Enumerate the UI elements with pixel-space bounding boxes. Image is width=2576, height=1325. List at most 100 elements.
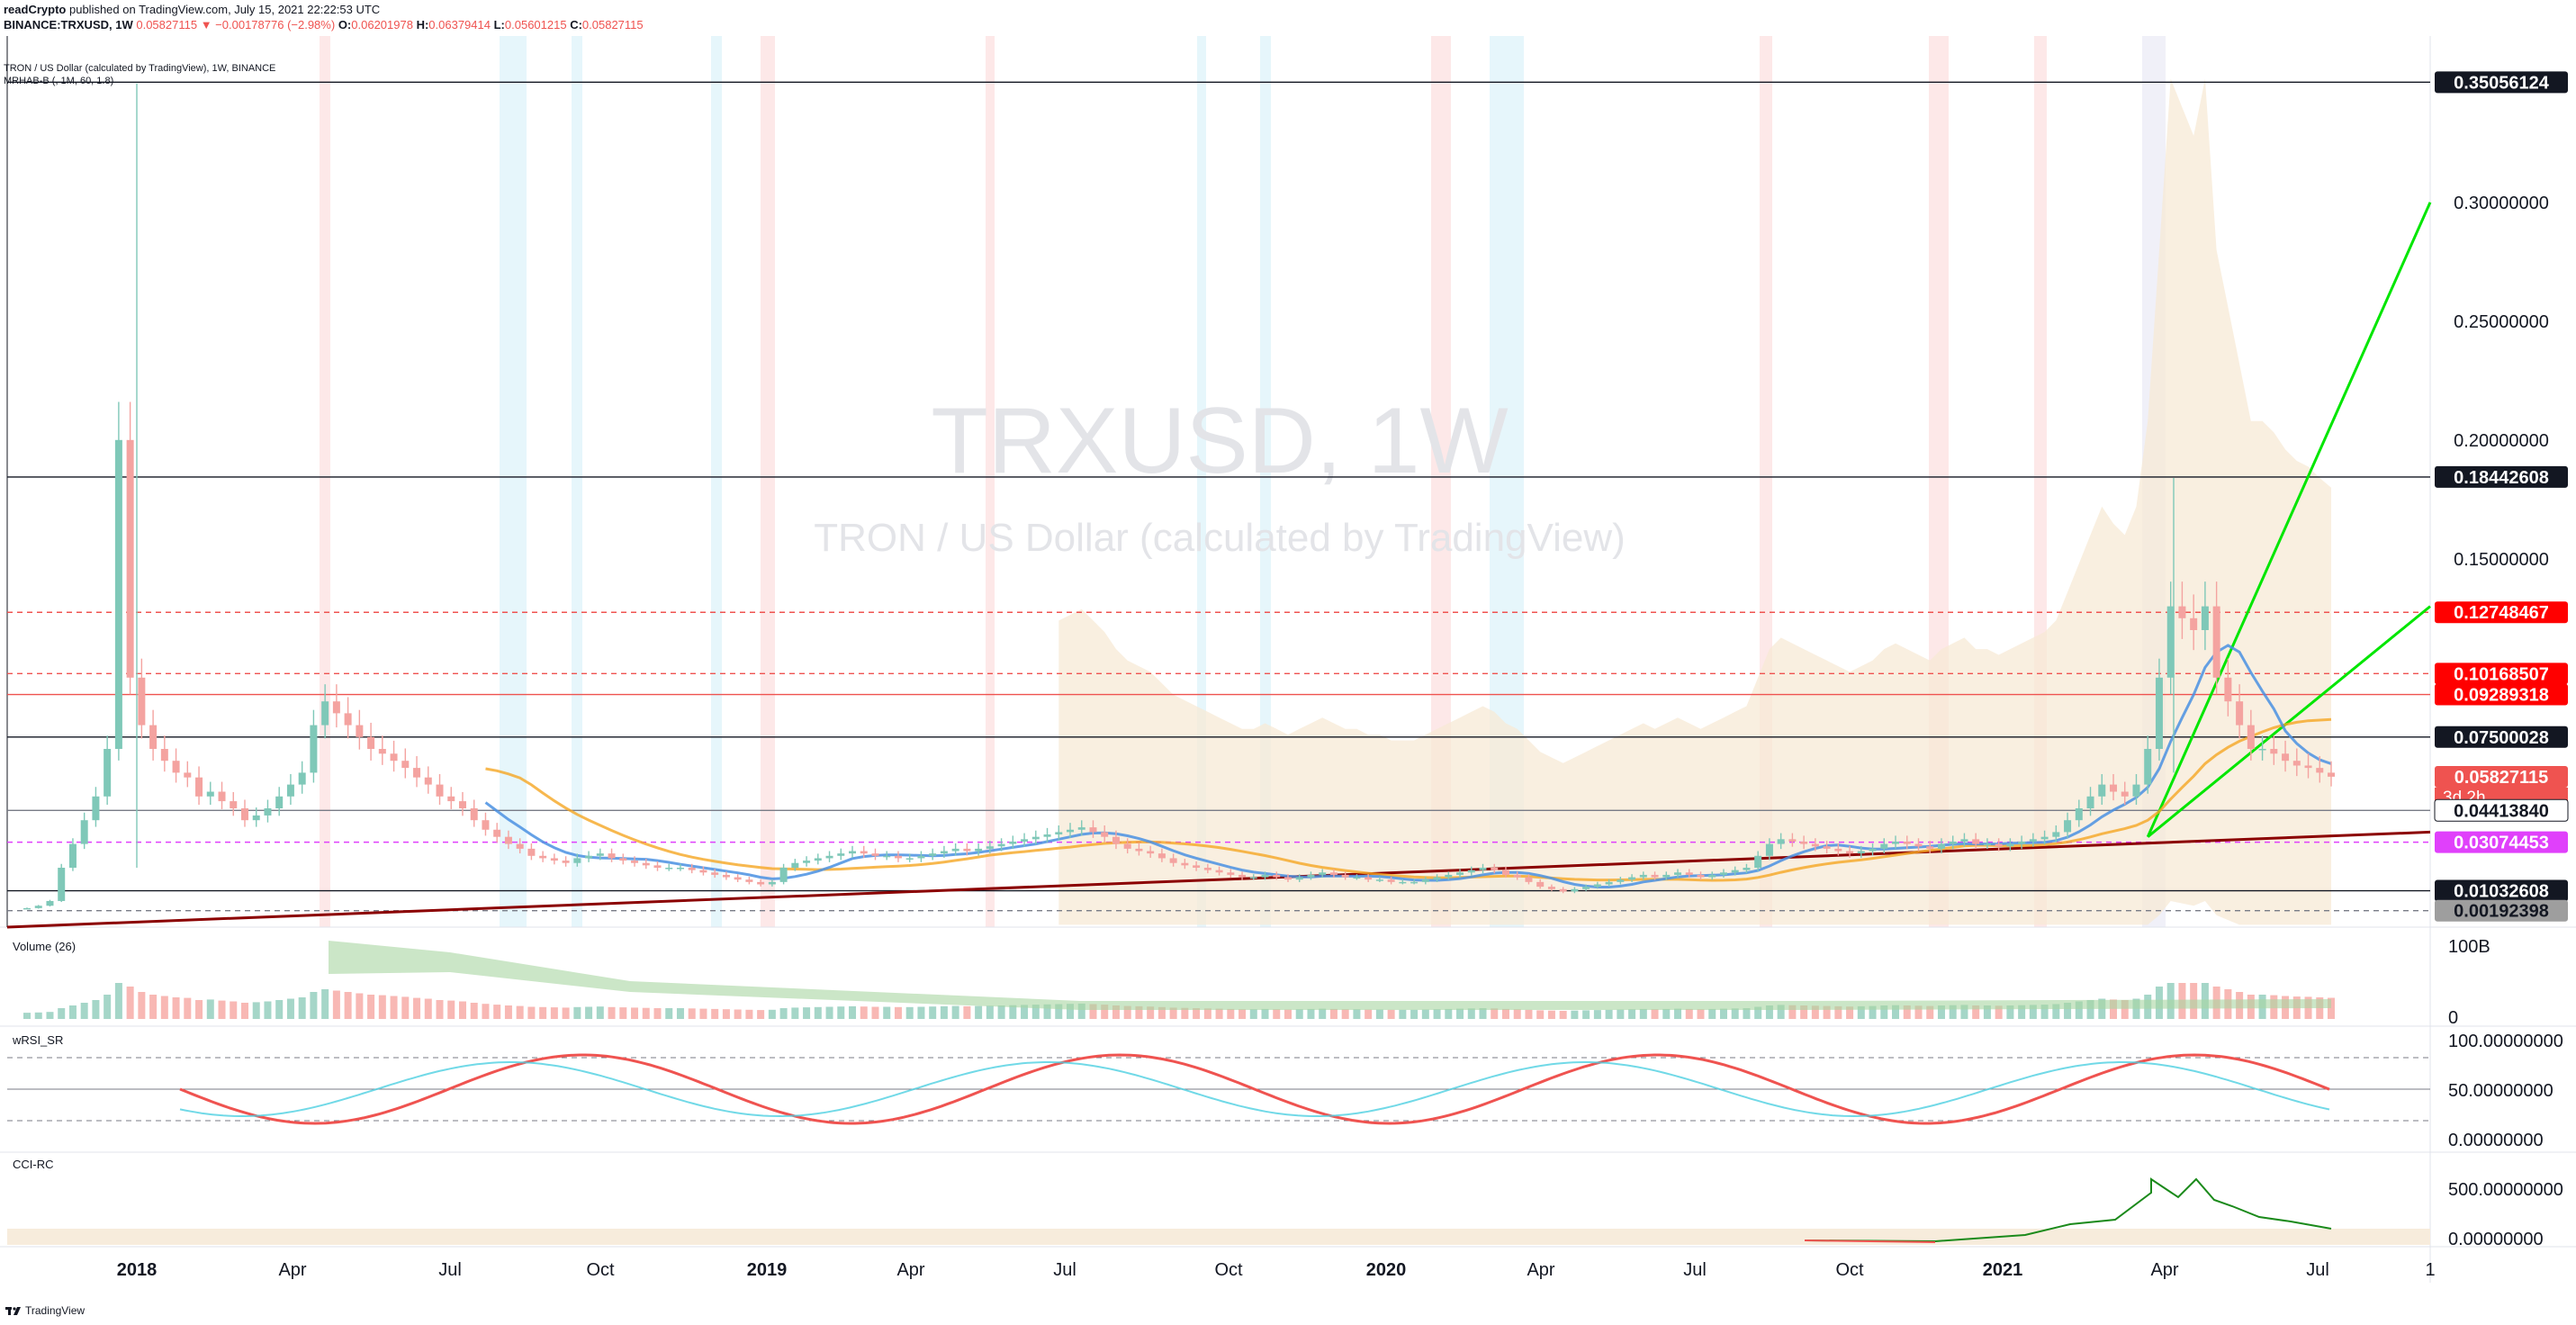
volume-bar-82 — [963, 1005, 971, 1019]
price-badge-3[interactable]: 0.10168507 — [2435, 662, 2568, 685]
time-axis[interactable]: 2018 Apr Jul Oct 2019 Apr Jul Oct 2020 Apr Jul Oct 2… — [117, 1260, 2436, 1280]
volume-bar-124 — [1445, 1008, 1453, 1019]
candle-body-62 — [734, 877, 742, 880]
candle-body-51 — [608, 853, 616, 859]
x-tick-8[interactable]: 2020 — [1366, 1260, 1407, 1280]
candle-body-25 — [310, 725, 318, 773]
x-tick-6[interactable]: Jul — [1053, 1260, 1076, 1280]
instrument-legend[interactable]: TRON / US Dollar (calculated by TradingV… — [4, 63, 276, 74]
volume-bar-100 — [1169, 1007, 1177, 1019]
volume-bar-44 — [527, 1006, 536, 1019]
x-tick-3[interactable]: Oct — [586, 1260, 615, 1280]
candle-body-131 — [1525, 877, 1533, 882]
candle-body-86 — [1009, 841, 1017, 844]
candle-body-128 — [1491, 868, 1499, 870]
candle-body-28 — [344, 713, 352, 726]
y-tick-0: 0.30000000 — [2454, 194, 2549, 213]
candle-body-48 — [573, 858, 581, 863]
open-label: O: — [338, 18, 352, 32]
volume-bar-20 — [252, 1002, 260, 1019]
legend-block: TRON / US Dollar (calculated by TradingV… — [4, 62, 644, 87]
candle-body-14 — [184, 772, 192, 778]
price-badge-8[interactable]: 0.03074453 — [2435, 831, 2568, 853]
volume-bar-97 — [1135, 1005, 1143, 1019]
volume-bar-126 — [1467, 1008, 1475, 1019]
low-value: 0.05601215 — [504, 18, 567, 32]
x-tick-14[interactable]: Jul — [2306, 1260, 2329, 1280]
volume-bar-115 — [1341, 1009, 1349, 1019]
volume-bar-171 — [1983, 1005, 1991, 1019]
volume-bar-128 — [1491, 1008, 1499, 1019]
price-badge-bg-0 — [2435, 71, 2568, 94]
x-tick-10[interactable]: Jul — [1683, 1260, 1707, 1280]
candle-body-125 — [1456, 872, 1464, 875]
price-badge-7[interactable]: 0.04413840 — [2434, 798, 2569, 822]
candle-body-95 — [1112, 836, 1120, 844]
volume-bar-135 — [1571, 1010, 1579, 1019]
x-tick-13[interactable]: Apr — [2150, 1260, 2178, 1280]
x-tick-11[interactable]: Oct — [1835, 1260, 1864, 1280]
x-tick-0[interactable]: 2018 — [117, 1260, 158, 1280]
horizontal-levels[interactable] — [7, 81, 2430, 912]
price-badge-1[interactable]: 0.18442608 — [2435, 465, 2568, 488]
volume-bar-111 — [1295, 1009, 1303, 1019]
publisher-name[interactable]: readCrypto — [4, 3, 67, 16]
session-band-0 — [320, 36, 330, 927]
volume-bar-65 — [768, 1009, 776, 1019]
volume-bar-88 — [1031, 1005, 1040, 1019]
candle-body-119 — [1387, 879, 1395, 882]
candle-body-132 — [1536, 881, 1545, 888]
x-tick-2[interactable]: Jul — [438, 1260, 462, 1280]
x-tick-1[interactable]: Apr — [278, 1260, 306, 1280]
candle-body-78 — [917, 855, 925, 859]
candle-body-67 — [791, 862, 799, 868]
x-tick-9[interactable]: Apr — [1527, 1260, 1554, 1280]
x-tick-12[interactable]: 2021 — [1983, 1260, 2023, 1280]
volume-bar-9 — [126, 987, 134, 1019]
volume-pane — [23, 941, 2335, 1019]
trendlines[interactable] — [6, 202, 2432, 929]
volume-bar-50 — [596, 1006, 604, 1019]
volume-bar-47 — [562, 1007, 570, 1019]
price-badge-9[interactable]: 0.01032608 — [2435, 879, 2568, 902]
price-badge-10[interactable]: 0.00192398 — [2435, 899, 2568, 922]
candle-body-182 — [2110, 784, 2118, 792]
candle-body-42 — [504, 836, 512, 844]
candle-body-107 — [1249, 877, 1257, 879]
price-axis[interactable]: 0.35056124 0.18442608 0.12748467 0.10168507… — [2434, 71, 2569, 1249]
volume-bar-174 — [2018, 1005, 2026, 1019]
candle-body-152 — [1765, 843, 1773, 856]
volume-bar-46 — [550, 1007, 558, 1019]
volume-bar-62 — [734, 1009, 742, 1019]
wrsi-axis-label-0: 100.00000000 — [2448, 1032, 2563, 1051]
volume-pane-label[interactable]: Volume (26) — [13, 940, 77, 953]
candle-body-30 — [367, 736, 375, 749]
price-badge-2[interactable]: 0.12748467 — [2435, 601, 2568, 624]
x-tick-4[interactable]: 2019 — [747, 1260, 788, 1280]
candle-body-190 — [2201, 606, 2209, 630]
indicator-legend[interactable]: MRHAB-B (, 1M, 60, 1.8) — [4, 76, 114, 86]
price-badge-4[interactable]: 0.09289318 — [2435, 683, 2568, 706]
candle-body-37 — [447, 796, 455, 802]
footer[interactable]: TradingView — [5, 1304, 85, 1317]
price-change: ▼ −0.00178776 (−2.98%) — [200, 18, 336, 32]
price-badge-bg-8 — [2435, 831, 2568, 853]
candle-body-94 — [1101, 832, 1109, 837]
cci-pane-label[interactable]: CCI-RC — [13, 1158, 54, 1171]
footer-brand: TradingView — [25, 1304, 86, 1317]
price-badge-label-1: 0.18442608 — [2454, 468, 2549, 488]
x-tick-15[interactable]: 1 — [2425, 1260, 2435, 1280]
price-badge-0[interactable]: 0.35056124 — [2435, 71, 2568, 94]
candle-body-168 — [1949, 841, 1957, 844]
x-tick-7[interactable]: Oct — [1214, 1260, 1243, 1280]
x-tick-5[interactable]: Apr — [896, 1260, 924, 1280]
wrsi-signal — [179, 1061, 2330, 1118]
wrsi-pane-label[interactable]: wRSI_SR — [13, 1033, 64, 1047]
price-badge-5[interactable]: 0.07500028 — [2435, 726, 2568, 748]
candle-body-120 — [1399, 881, 1407, 884]
volume-bar-184 — [2132, 998, 2140, 1019]
volume-bar-143 — [1662, 1008, 1671, 1019]
candle-body-127 — [1479, 868, 1487, 870]
volume-bar-156 — [1811, 1005, 1819, 1019]
